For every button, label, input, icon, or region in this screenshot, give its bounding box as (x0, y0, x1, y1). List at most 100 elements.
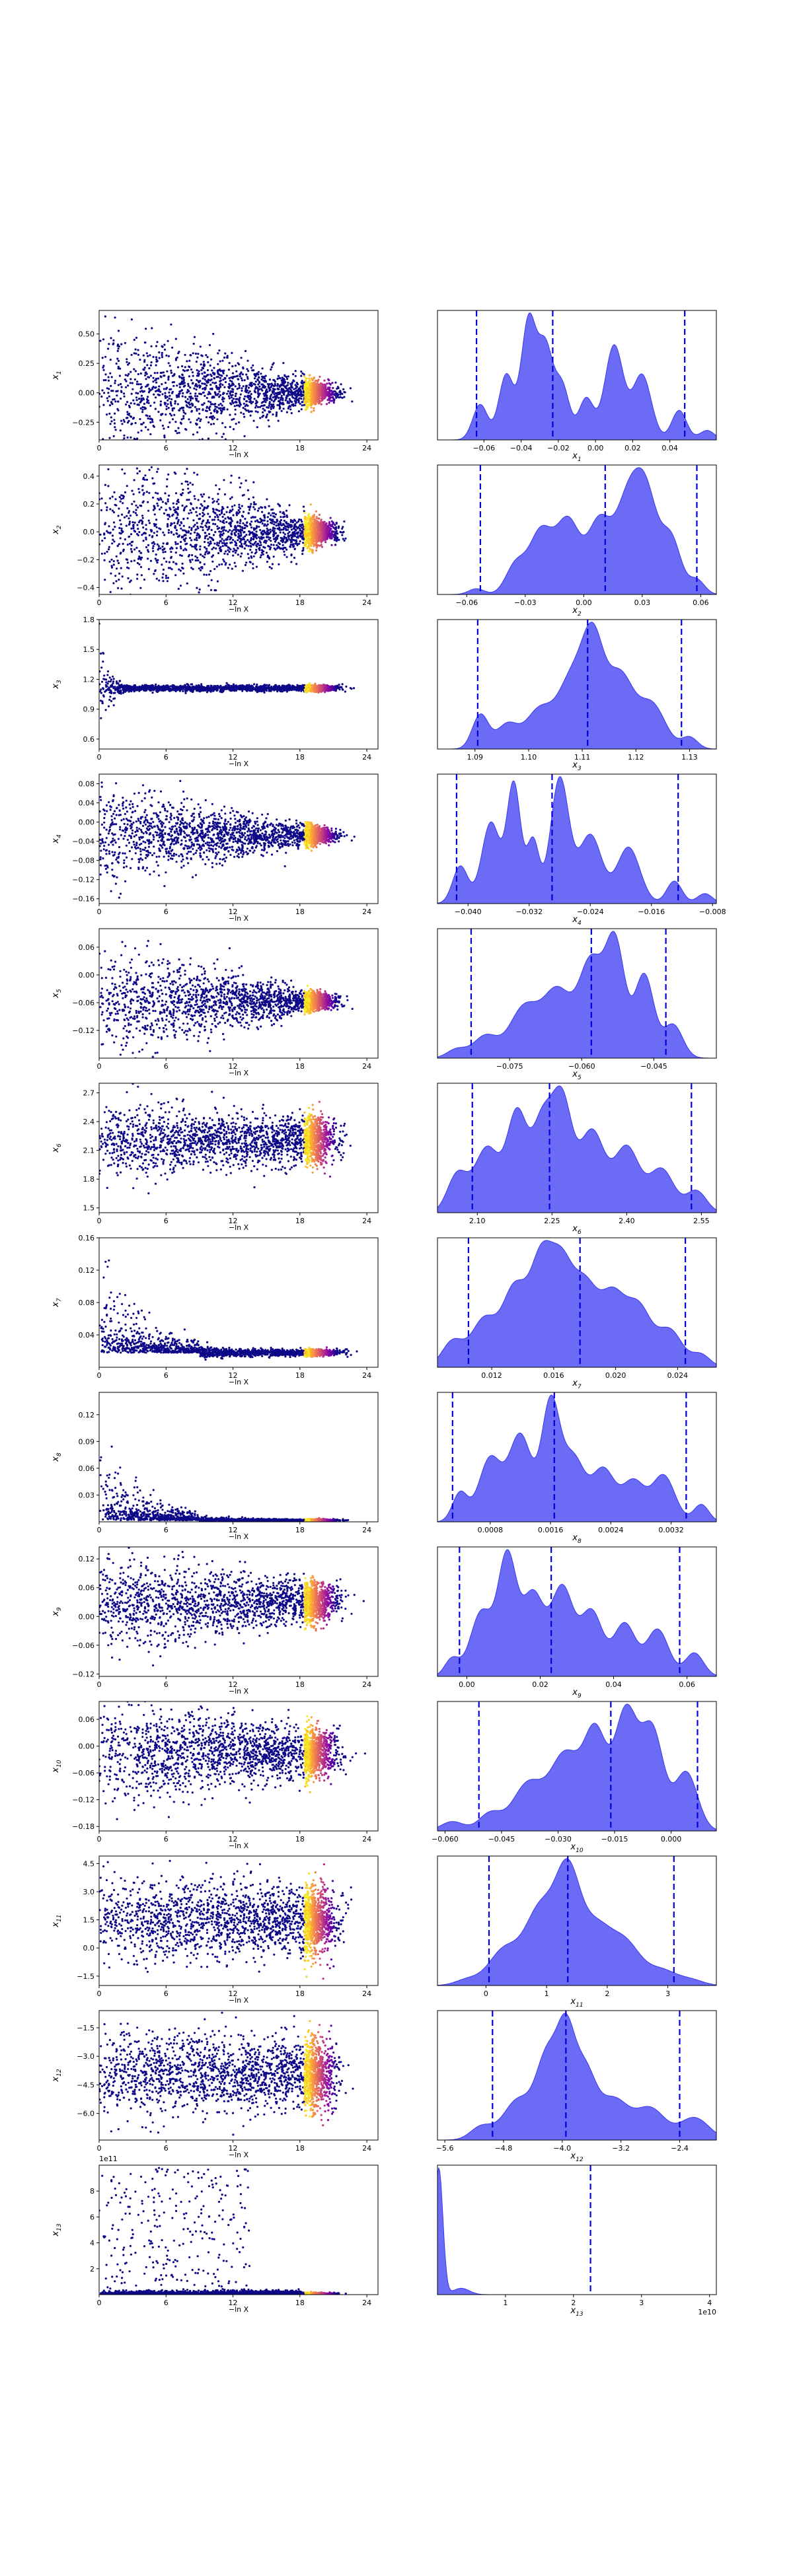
trace-point (198, 588, 201, 591)
y-tick-label: 0.0 (83, 528, 95, 536)
trace-point (229, 402, 232, 405)
trace-point (178, 375, 180, 378)
trace-point (184, 472, 186, 475)
trace-point (321, 536, 323, 539)
trace-point (221, 435, 223, 439)
trace-point (241, 529, 244, 532)
trace-point (319, 394, 321, 396)
trace-point (194, 524, 196, 526)
trace-point (238, 384, 241, 387)
trace-point (138, 491, 141, 494)
trace-point (268, 505, 270, 507)
trace-point (245, 521, 248, 524)
trace-point (161, 353, 163, 357)
trace-point (187, 402, 190, 405)
x-tick-label: 6 (164, 444, 169, 452)
trace-point (295, 529, 297, 532)
trace-point (263, 531, 266, 534)
trace-point (153, 522, 155, 525)
trace-point (301, 530, 303, 532)
trace-point (240, 539, 243, 542)
trace-point (246, 553, 249, 555)
trace-point (273, 520, 276, 523)
trace-point (313, 519, 316, 522)
trace-point (170, 398, 173, 401)
trace-point (229, 523, 232, 526)
trace-point (304, 408, 307, 411)
trace-frame (98, 310, 379, 441)
trace-point (108, 458, 110, 460)
trace-point (228, 382, 231, 386)
trace-point (182, 549, 185, 552)
trace-point (264, 375, 267, 377)
trace-point (155, 386, 157, 389)
trace-point (197, 380, 200, 382)
trace-point (126, 401, 129, 404)
trace-point (202, 377, 204, 380)
trace-point (126, 561, 129, 564)
trace-point (209, 388, 212, 390)
x-axis-label: −ln X (229, 605, 249, 614)
trace-point (108, 560, 111, 563)
trace-point (155, 491, 157, 494)
trace-point (190, 410, 193, 413)
trace-point (218, 542, 221, 544)
trace-point (222, 392, 225, 394)
trace-point (301, 372, 304, 375)
trace-point (278, 505, 282, 507)
trace-point (112, 678, 115, 680)
trace-point (286, 400, 289, 403)
trace-point (191, 558, 194, 561)
trace-point (162, 573, 165, 575)
trace-point (100, 688, 102, 691)
trace-point (319, 375, 321, 378)
trace-point (108, 546, 110, 548)
trace-point (172, 374, 175, 376)
trace-point (293, 393, 295, 396)
trace-point (299, 529, 301, 532)
trace-point (221, 545, 224, 548)
trace-point (283, 374, 286, 376)
trace-point (213, 567, 216, 571)
trace-point (309, 526, 312, 528)
trace-point (105, 611, 107, 613)
trace-point (194, 559, 197, 562)
trace-point (313, 410, 315, 412)
trace-point (272, 403, 275, 406)
trace-point (274, 382, 276, 385)
trace-point (130, 436, 132, 439)
trace-point (216, 388, 219, 390)
trace-point (317, 528, 320, 530)
trace-point (333, 398, 336, 401)
trace-point (123, 437, 126, 440)
trace-point (228, 550, 231, 554)
trace-point (260, 544, 262, 546)
trace-point (121, 423, 124, 425)
trace-point (192, 342, 195, 345)
trace-point (115, 580, 118, 583)
trace-point (196, 431, 199, 434)
trace-point (323, 379, 326, 382)
trace-point (155, 559, 158, 562)
trace-point (210, 416, 213, 419)
trace-point (278, 563, 280, 566)
trace-point (191, 397, 194, 400)
trace-point (189, 392, 192, 395)
trace-point (215, 514, 218, 517)
trace-point (120, 494, 123, 497)
trace-point (189, 386, 192, 389)
trace-point (295, 536, 298, 539)
trace-point (294, 542, 297, 545)
trace-point (214, 461, 216, 463)
trace-point (250, 382, 252, 385)
trace-point (216, 528, 219, 530)
trace-point (147, 417, 149, 420)
trace-point (155, 534, 159, 537)
trace-point (126, 507, 129, 510)
trace-point (293, 380, 295, 382)
trace-point (238, 476, 241, 480)
trace-point (313, 515, 315, 518)
trace-point (137, 398, 141, 400)
trace-point (111, 403, 114, 406)
trace-point (189, 544, 192, 546)
